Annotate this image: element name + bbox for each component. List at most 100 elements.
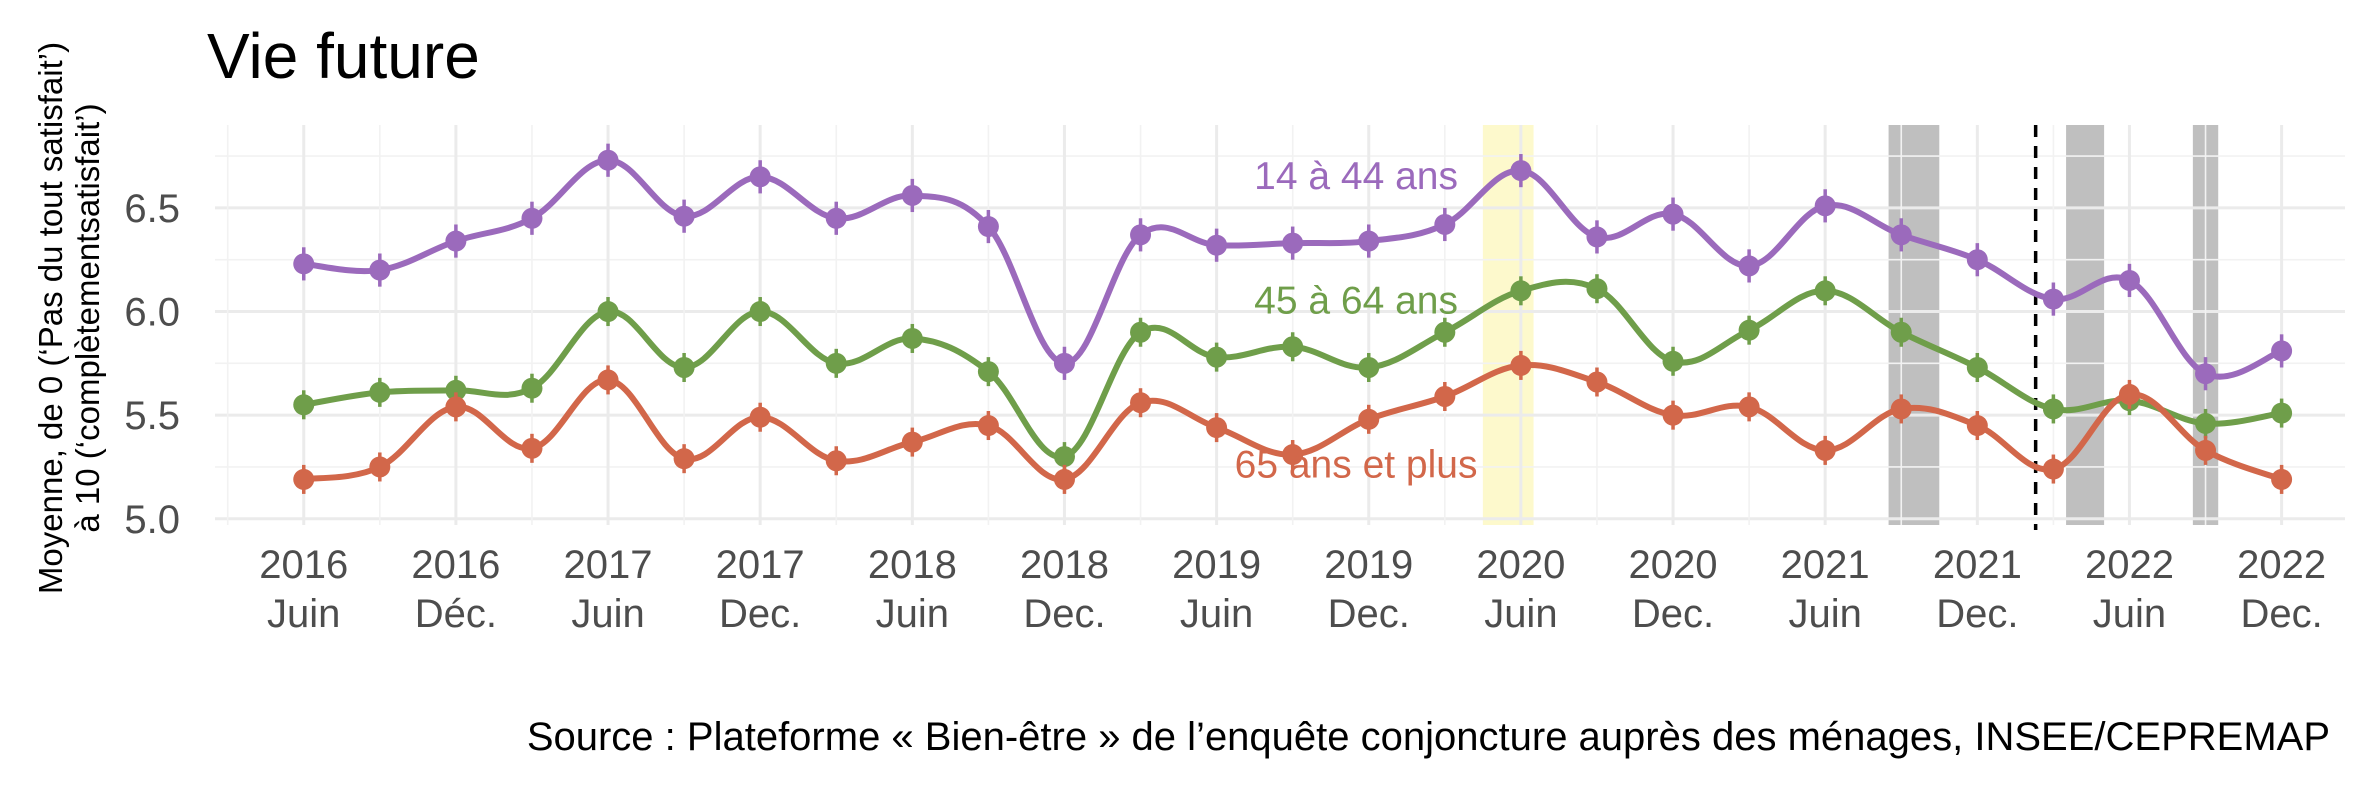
data-point [1282, 336, 1304, 358]
data-point [1510, 280, 1532, 302]
data-point [1586, 371, 1608, 393]
data-point [2271, 340, 2293, 362]
data-point [2195, 439, 2217, 461]
data-point [673, 205, 695, 227]
x-tick-period: Dec. [2240, 592, 2322, 636]
series-2 [293, 350, 2293, 494]
data-point [293, 468, 315, 490]
series-label: 65 ans et plus [1235, 443, 1478, 486]
data-point [1586, 226, 1608, 248]
data-point [825, 352, 847, 374]
data-point [521, 377, 543, 399]
x-tick-year: 2022 [2237, 543, 2326, 587]
data-point [597, 369, 619, 391]
x-tick-year: 2018 [1020, 543, 1109, 587]
data-point [1510, 354, 1532, 376]
data-point [1282, 444, 1304, 466]
x-tick-year: 2021 [1933, 543, 2022, 587]
data-point [977, 415, 999, 437]
data-point [1738, 255, 1760, 277]
y-axis-ticks: 5.0 5.5 6.0 6.5 [124, 187, 180, 542]
data-point [901, 184, 923, 206]
y-tick-label: 5.0 [124, 498, 180, 542]
data-point [445, 396, 467, 418]
x-tick-period: Juin [876, 592, 949, 636]
data-point [597, 301, 619, 323]
data-point [1282, 232, 1304, 254]
series-1 [293, 274, 2293, 472]
data-point [673, 448, 695, 470]
data-point [1510, 160, 1532, 182]
x-tick-year: 2017 [716, 543, 805, 587]
series-label: 14 à 44 ans [1254, 155, 1458, 198]
x-tick-year: 2019 [1324, 543, 1413, 587]
y-tick-label: 6.0 [124, 291, 180, 335]
x-tick-period: Dec. [1328, 592, 1410, 636]
data-point [673, 356, 695, 378]
data-point [1662, 404, 1684, 426]
data-point [1206, 234, 1228, 256]
data-point [1358, 356, 1380, 378]
data-point [1206, 346, 1228, 368]
data-point [1358, 230, 1380, 252]
data-point [369, 259, 391, 281]
data-point [1358, 408, 1380, 430]
x-tick-period: Juin [1484, 592, 1557, 636]
data-point [1662, 350, 1684, 372]
x-tick-year: 2018 [868, 543, 957, 587]
x-tick-year: 2016 [259, 543, 348, 587]
series-group [293, 143, 2293, 494]
data-point [2118, 269, 2140, 291]
x-tick-period: Dec. [1632, 592, 1714, 636]
data-point [1662, 203, 1684, 225]
data-point [901, 327, 923, 349]
data-point [1814, 195, 1836, 217]
chart-caption: Source : Plateforme « Bien-être » de l’e… [527, 715, 2330, 759]
x-tick-period: Juin [571, 592, 644, 636]
data-point [749, 406, 771, 428]
x-tick-period: Juin [1788, 592, 1861, 636]
data-point [521, 437, 543, 459]
data-point [1890, 224, 1912, 246]
x-tick-year: 2016 [411, 543, 500, 587]
data-point [2271, 402, 2293, 424]
data-point [1814, 280, 1836, 302]
x-tick-year: 2022 [2085, 543, 2174, 587]
data-point [1053, 468, 1075, 490]
data-point [2042, 288, 2064, 310]
data-point [2195, 412, 2217, 434]
y-tick-label: 6.5 [124, 187, 180, 231]
x-tick-period: Dec. [1936, 592, 2018, 636]
x-tick-year: 2017 [564, 543, 653, 587]
series-line [300, 278, 2285, 460]
x-tick-year: 2020 [1476, 543, 1565, 587]
series-line [300, 157, 2285, 380]
x-axis-ticks: 2016 Juin 2016 Déc. 2017 Juin 2017 Dec. 2018 Juin… [259, 543, 2326, 636]
data-point [293, 394, 315, 416]
data-point [293, 253, 315, 275]
data-point [1738, 319, 1760, 341]
data-point [977, 216, 999, 238]
x-tick-period: Juin [1180, 592, 1253, 636]
x-tick-year: 2019 [1172, 543, 1261, 587]
data-point [901, 431, 923, 453]
x-tick-period: Déc. [415, 592, 497, 636]
data-point [825, 450, 847, 472]
data-point [2042, 398, 2064, 420]
x-tick-year: 2021 [1781, 543, 1870, 587]
gridlines [215, 125, 2345, 525]
x-tick-year: 2020 [1629, 543, 1718, 587]
data-point [825, 207, 847, 229]
data-point [749, 301, 771, 323]
data-point [1130, 224, 1152, 246]
data-point [445, 379, 467, 401]
data-point [2271, 468, 2293, 490]
data-point [1890, 321, 1912, 343]
data-point [1966, 415, 1988, 437]
data-point [1890, 398, 1912, 420]
data-point [1130, 392, 1152, 414]
data-point [445, 230, 467, 252]
data-point [1586, 278, 1608, 300]
x-tick-period: Juin [267, 592, 340, 636]
